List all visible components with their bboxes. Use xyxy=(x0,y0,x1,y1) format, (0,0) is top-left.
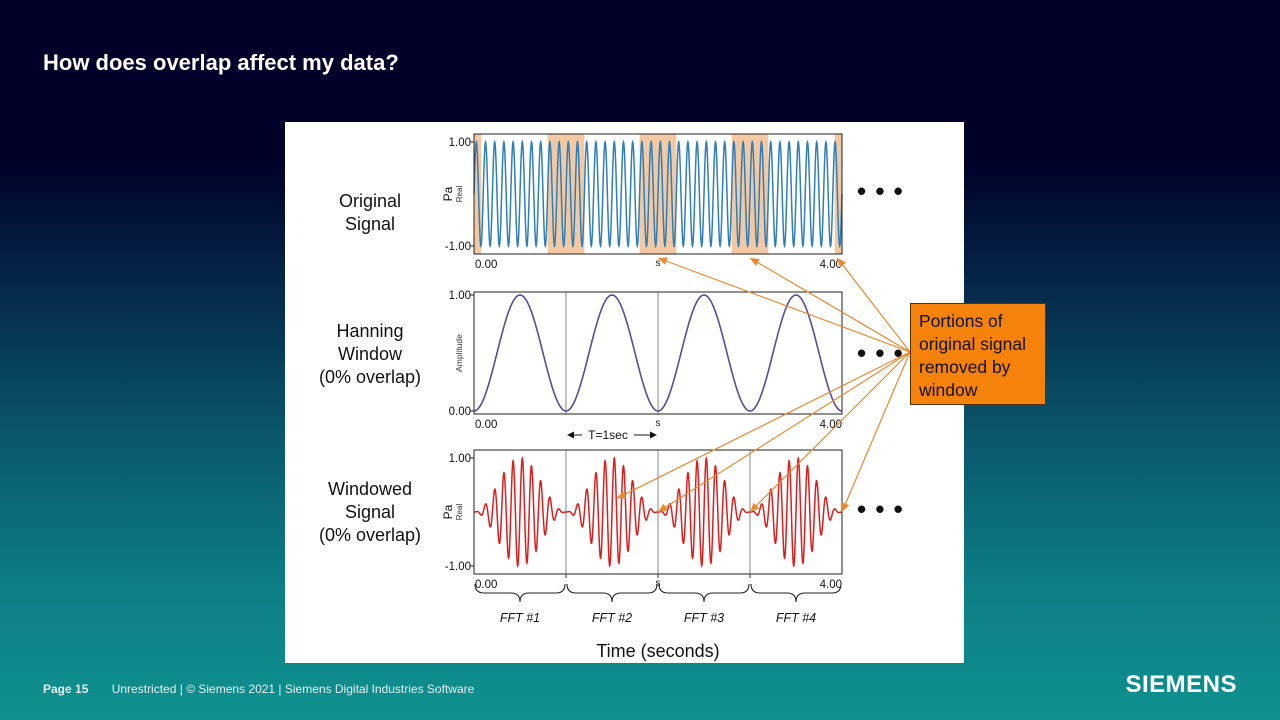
y-tick-label: -1.00 xyxy=(445,241,471,253)
callout-line: removed by xyxy=(919,357,1011,377)
siemens-logo: SIEMENS xyxy=(1125,671,1237,698)
fft-label: FFT #3 xyxy=(684,611,724,625)
y-axis-sublabel: Real xyxy=(455,186,464,203)
period-label: T=1sec xyxy=(588,428,628,442)
row-label-line: (0% overlap) xyxy=(318,367,422,387)
row-label-line: Windowed xyxy=(327,479,413,499)
row-label-line: Original xyxy=(338,191,402,211)
fft-label: FFT #1 xyxy=(500,611,540,625)
time-axis-label: Time (seconds) xyxy=(596,641,719,661)
row-label-original-signal: Original Signal xyxy=(280,190,460,236)
arrowhead xyxy=(567,431,574,439)
callout-line: original signal xyxy=(919,334,1027,354)
y-tick-label: 1.00 xyxy=(449,137,471,149)
x-tick-label: s xyxy=(656,258,661,269)
x-tick-label: 4.00 xyxy=(820,419,842,431)
y-axis-label: Pa xyxy=(441,504,455,519)
row-label-line: Window xyxy=(337,344,403,364)
y-axis-label: Pa xyxy=(441,186,455,201)
y-tick-label: -1.00 xyxy=(445,561,471,573)
page-number: Page 15 xyxy=(43,682,89,696)
period-annotation: T=1sec xyxy=(567,428,657,442)
removed-region xyxy=(474,134,482,254)
fft-label: FFT #4 xyxy=(776,611,816,625)
x-tick-label: 4.00 xyxy=(820,579,842,591)
plot-2: 1.00 0.00 Amplitude 0.00 s 4.00 xyxy=(449,290,843,431)
x-tick-label: 4.00 xyxy=(820,259,842,271)
plot-frame xyxy=(473,133,843,255)
fft-brace xyxy=(566,583,658,603)
plot-1: 1.00 -1.00 Pa Real 0.00 s 4.00 xyxy=(441,133,843,271)
row-label-hanning-window: Hanning Window (0% overlap) xyxy=(280,320,460,389)
x-tick-label: s xyxy=(656,578,661,589)
x-tick-label: 0.00 xyxy=(475,419,497,431)
footer: Page 15 Unrestricted | © Siemens 2021 | … xyxy=(43,682,474,696)
footer-text: Unrestricted | © Siemens 2021 | Siemens … xyxy=(111,682,475,696)
row-label-line: (0% overlap) xyxy=(318,525,422,545)
fft-brace xyxy=(658,583,750,603)
fft-braces: FFT #1 FFT #2 FFT #3 FFT #4 Time (seconds) xyxy=(474,583,842,661)
y-axis-sublabel: Real xyxy=(455,504,464,521)
x-tick-label: 0.00 xyxy=(475,579,497,591)
series-line xyxy=(473,139,843,249)
callout-line: Portions of xyxy=(919,311,1003,331)
removed-region xyxy=(834,134,842,254)
fft-label: FFT #2 xyxy=(592,611,632,625)
y-tick-label: 0.00 xyxy=(449,406,471,418)
y-tick-label: 1.00 xyxy=(449,453,471,465)
row-label-windowed-signal: Windowed Signal (0% overlap) xyxy=(280,478,460,547)
fft-brace xyxy=(750,583,842,603)
ellipsis-windowed: • • • xyxy=(857,494,904,524)
x-tick-label: 0.00 xyxy=(475,259,497,271)
slide-title: How does overlap affect my data? xyxy=(43,50,399,75)
plot-3: 1.00 -1.00 Pa Real 0.00 s 4.00 xyxy=(441,449,843,591)
y-tick-label: 1.00 xyxy=(449,290,471,302)
callout-line: window xyxy=(919,380,978,400)
row-label-line: Hanning xyxy=(336,321,404,341)
ellipsis-window: • • • xyxy=(857,338,904,368)
row-label-line: Signal xyxy=(344,502,396,522)
ellipsis-original: • • • xyxy=(857,176,904,206)
arrowhead xyxy=(650,431,657,439)
fft-brace xyxy=(474,583,566,603)
x-tick-label: s xyxy=(656,418,661,429)
callout-box: Portions of original signal removed by w… xyxy=(910,303,1046,405)
row-label-line: Signal xyxy=(344,214,396,234)
y-axis-label: Amplitude xyxy=(454,334,464,372)
